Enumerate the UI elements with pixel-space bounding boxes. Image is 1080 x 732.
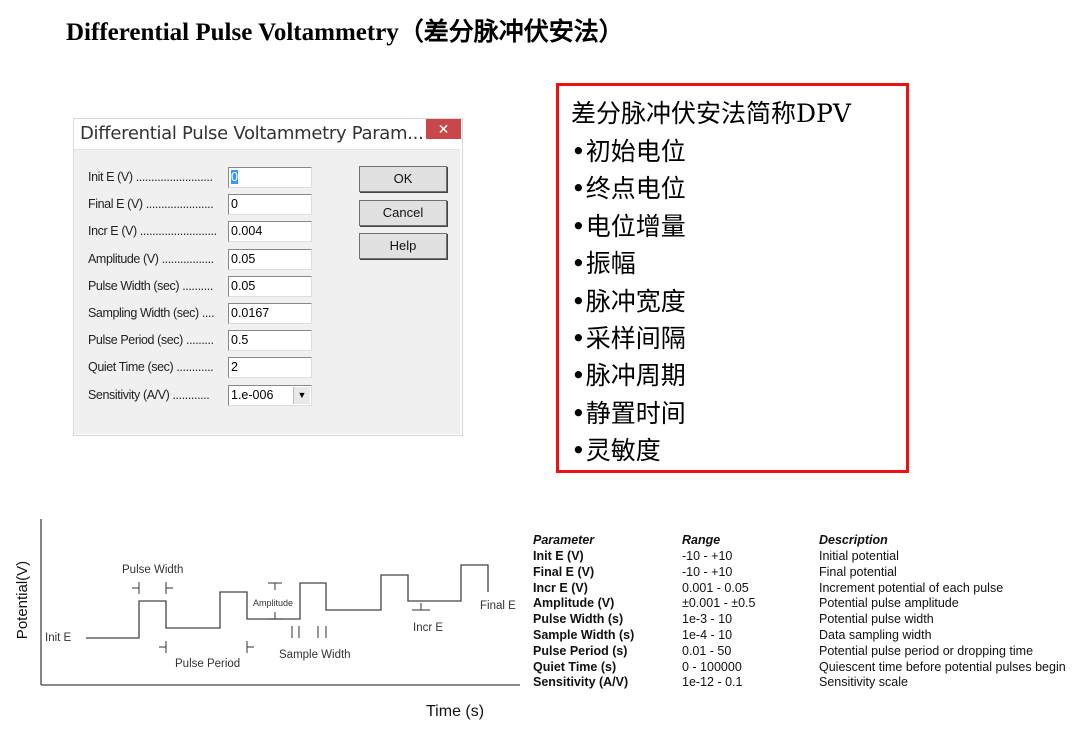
table-cell-range: 0.001 - 0.05 bbox=[682, 580, 749, 595]
param-input[interactable]: 0.05 bbox=[228, 275, 312, 297]
table-cell-description: Final potential bbox=[819, 564, 897, 579]
summary-item: •初始电位 bbox=[571, 137, 686, 166]
table-cell-parameter: Pulse Period (s) bbox=[533, 643, 628, 658]
field-value: 0 bbox=[231, 170, 238, 184]
field-label: Sampling Width (sec) .... bbox=[88, 306, 215, 320]
param-input[interactable]: 0.004 bbox=[228, 221, 312, 243]
table-cell-parameter: Incr E (V) bbox=[533, 580, 588, 595]
field-label: Final E (V) ...................... bbox=[88, 197, 214, 212]
field-label: Init E (V) ......................... bbox=[88, 170, 213, 184]
table-cell-range: 1e-12 - 0.1 bbox=[682, 675, 743, 690]
close-icon[interactable]: ✕ bbox=[426, 119, 461, 139]
summary-item: •脉冲周期 bbox=[571, 361, 686, 391]
table-cell-parameter: Sample Width (s) bbox=[533, 628, 635, 642]
table-header: Description bbox=[819, 533, 888, 547]
table-cell-range: 0.01 - 50 bbox=[682, 643, 732, 658]
summary-item: •终点电位 bbox=[571, 174, 686, 204]
summary-item: •脉冲宽度 bbox=[571, 286, 686, 316]
field-value: 0 bbox=[231, 197, 238, 212]
table-cell-range: 0 - 100000 bbox=[682, 659, 742, 674]
ok-button[interactable]: OK bbox=[359, 166, 447, 192]
help-button[interactable]: Help bbox=[359, 233, 447, 259]
chevron-down-icon[interactable]: ▼ bbox=[293, 386, 310, 404]
field-value: 2 bbox=[231, 360, 238, 375]
table-cell-description: Potential pulse amplitude bbox=[819, 596, 959, 611]
param-input[interactable]: 0.5 bbox=[228, 330, 312, 352]
field-label: Quiet Time (sec) ............ bbox=[88, 360, 214, 375]
field-label: Incr E (V) ......................... bbox=[88, 224, 217, 239]
dpv-waveform-diagram: Potential(V) Time (s) Init E Pulse Width… bbox=[14, 519, 520, 720]
pulse-waveform bbox=[86, 564, 489, 639]
summary-item: •振幅 bbox=[571, 249, 636, 279]
dialog-title: Differential Pulse Voltammetry Param... bbox=[80, 123, 424, 144]
table-cell-range: -10 - +10 bbox=[682, 549, 733, 563]
page-title: Differential Pulse Voltammetry（差分脉冲伏安法） bbox=[66, 19, 624, 46]
dialog-body: Init E (V) ......................... 0 Fin… bbox=[74, 149, 460, 434]
field-label: Pulse Width (sec) .......... bbox=[88, 278, 213, 293]
field-value: 0.004 bbox=[231, 224, 263, 239]
table-cell-description: Data sampling width bbox=[819, 628, 932, 642]
pulse-width-label: Pulse Width bbox=[122, 564, 183, 576]
table-cell-description: Sensitivity scale bbox=[819, 675, 908, 690]
cancel-button[interactable]: Cancel bbox=[359, 200, 447, 226]
table-cell-parameter: Pulse Width (s) bbox=[533, 612, 624, 627]
field-label: Sensitivity (A/V) ............ bbox=[88, 387, 210, 402]
field-value: 0.05 bbox=[231, 278, 256, 293]
param-input[interactable]: 0.05 bbox=[228, 248, 312, 270]
sensitivity-select[interactable]: 1.e-006 ▼ bbox=[228, 384, 312, 406]
param-input[interactable]: 0 bbox=[228, 167, 312, 188]
table-cell-description: Initial potential bbox=[819, 549, 899, 563]
summary-item: •静置时间 bbox=[571, 398, 686, 428]
field-value: 0.05 bbox=[231, 251, 256, 266]
summary-item: •采样间隔 bbox=[571, 324, 686, 353]
table-header: Range bbox=[682, 533, 721, 547]
table-cell-range: 1e-3 - 10 bbox=[682, 612, 733, 627]
amplitude-label: Amplitude bbox=[253, 598, 293, 608]
table-cell-parameter: Sensitivity (A/V) bbox=[533, 675, 629, 690]
field-label: Pulse Period (sec) ......... bbox=[88, 333, 214, 348]
param-input[interactable]: 0.0167 bbox=[228, 303, 312, 324]
field-value: 0.5 bbox=[231, 333, 249, 348]
table-cell-description: Potential pulse width bbox=[819, 612, 934, 627]
summary-item: •灵敏度 bbox=[571, 436, 661, 466]
table-cell-parameter: Amplitude (V) bbox=[533, 596, 615, 611]
table-cell-description: Potential pulse period or dropping time bbox=[819, 643, 1034, 658]
dpv-summary-box: 差分脉冲伏安法简称DPV •初始电位 •终点电位 •电位增量 •振幅 •脉冲宽度 •采样间… bbox=[556, 83, 909, 473]
init-e-label: Init E bbox=[45, 632, 72, 644]
table-cell-parameter: Quiet Time (s) bbox=[533, 659, 617, 674]
field-value: 1.e-006 bbox=[231, 387, 274, 402]
param-input[interactable]: 2 bbox=[228, 357, 312, 379]
summary-item: •电位增量 bbox=[571, 211, 686, 241]
dimension-markers bbox=[132, 582, 430, 653]
x-axis-label: Time (s) bbox=[426, 703, 484, 720]
table-cell-parameter: Final E (V) bbox=[533, 564, 595, 579]
field-value: 0.0167 bbox=[231, 306, 270, 320]
table-header: Parameter bbox=[533, 533, 595, 547]
dpv-parameters-dialog: Differential Pulse Voltammetry Param... … bbox=[73, 118, 463, 436]
table-cell-range: -10 - +10 bbox=[682, 564, 733, 579]
table-cell-description: Quiescent time before potential pulses b… bbox=[819, 659, 1066, 674]
incr-e-label: Incr E bbox=[413, 622, 443, 634]
field-label: Amplitude (V) ................. bbox=[88, 251, 214, 266]
table-cell-range: 1e-4 - 10 bbox=[682, 628, 733, 642]
y-axis-label: Potential(V) bbox=[14, 561, 31, 639]
pulse-period-label: Pulse Period bbox=[175, 658, 240, 670]
table-cell-parameter: Init E (V) bbox=[533, 549, 584, 563]
summary-heading: 差分脉冲伏安法简称DPV bbox=[571, 99, 851, 128]
param-input[interactable]: 0 bbox=[228, 194, 312, 216]
table-cell-description: Increment potential of each pulse bbox=[819, 580, 1004, 595]
sample-width-label: Sample Width bbox=[279, 649, 351, 661]
final-e-label: Final E bbox=[480, 600, 516, 612]
table-cell-range: ±0.001 - ±0.5 bbox=[682, 596, 756, 611]
